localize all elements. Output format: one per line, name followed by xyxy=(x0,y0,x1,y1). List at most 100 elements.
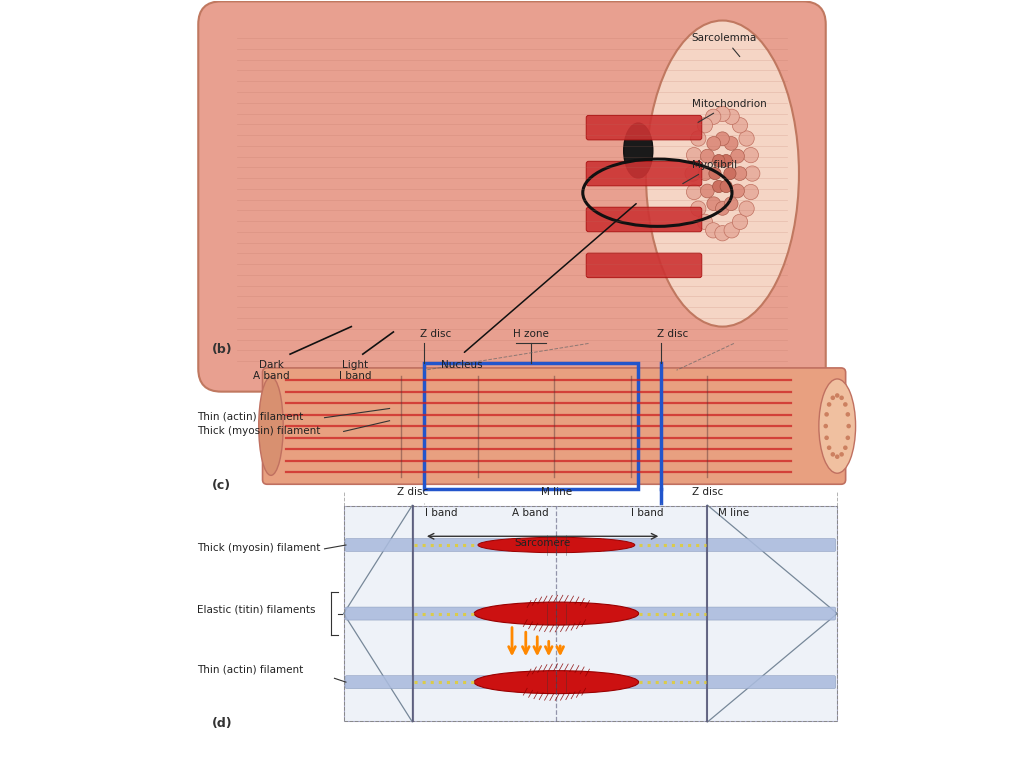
Circle shape xyxy=(733,167,746,180)
Circle shape xyxy=(720,180,732,193)
Circle shape xyxy=(830,396,836,400)
Bar xyxy=(344,506,838,720)
Text: Elastic (titin) filaments: Elastic (titin) filaments xyxy=(197,604,315,614)
Circle shape xyxy=(840,452,844,457)
Bar xyxy=(424,363,638,489)
Text: Thick (myosin) filament: Thick (myosin) filament xyxy=(197,425,321,435)
Text: Z disc: Z disc xyxy=(691,487,723,497)
Circle shape xyxy=(843,445,848,450)
Text: Z disc: Z disc xyxy=(420,329,452,339)
Text: Sarcolemma: Sarcolemma xyxy=(692,33,757,57)
Circle shape xyxy=(707,197,721,210)
Circle shape xyxy=(846,412,850,417)
Ellipse shape xyxy=(819,379,856,473)
Circle shape xyxy=(707,137,721,151)
FancyBboxPatch shape xyxy=(586,161,701,186)
Ellipse shape xyxy=(478,538,635,553)
Circle shape xyxy=(826,445,831,450)
Circle shape xyxy=(739,131,755,146)
Circle shape xyxy=(697,214,713,230)
Circle shape xyxy=(713,180,725,193)
Text: Light
I band: Light I band xyxy=(339,359,372,381)
Circle shape xyxy=(743,147,759,163)
Circle shape xyxy=(846,435,850,440)
Circle shape xyxy=(724,167,736,180)
Circle shape xyxy=(830,452,836,457)
Circle shape xyxy=(840,396,844,400)
FancyBboxPatch shape xyxy=(345,538,413,551)
Circle shape xyxy=(706,109,721,124)
Text: Nucleus: Nucleus xyxy=(441,359,483,369)
Circle shape xyxy=(824,412,828,417)
Ellipse shape xyxy=(474,602,639,625)
Circle shape xyxy=(743,184,759,200)
Text: Dark
A band: Dark A band xyxy=(253,359,289,381)
FancyBboxPatch shape xyxy=(586,115,701,140)
Circle shape xyxy=(716,201,729,215)
Circle shape xyxy=(823,424,828,429)
FancyBboxPatch shape xyxy=(413,676,510,689)
Circle shape xyxy=(690,131,706,146)
Text: A band: A band xyxy=(512,508,549,518)
FancyBboxPatch shape xyxy=(603,607,708,620)
Text: Z disc: Z disc xyxy=(397,487,428,497)
Text: Mitochondrion: Mitochondrion xyxy=(692,99,767,122)
Circle shape xyxy=(724,223,739,238)
FancyBboxPatch shape xyxy=(603,538,708,551)
Text: M line: M line xyxy=(719,508,750,518)
FancyBboxPatch shape xyxy=(603,676,708,689)
Circle shape xyxy=(824,435,828,440)
Circle shape xyxy=(724,109,739,124)
Circle shape xyxy=(720,154,732,167)
Circle shape xyxy=(847,424,851,429)
FancyBboxPatch shape xyxy=(708,607,836,620)
Ellipse shape xyxy=(646,21,799,326)
FancyBboxPatch shape xyxy=(345,676,413,689)
Circle shape xyxy=(843,402,848,407)
Circle shape xyxy=(835,455,840,459)
Circle shape xyxy=(709,167,721,180)
Text: Myofibril: Myofibril xyxy=(683,161,737,184)
Circle shape xyxy=(739,201,755,217)
Circle shape xyxy=(686,184,701,200)
Text: Sarcomere: Sarcomere xyxy=(514,538,570,548)
Circle shape xyxy=(690,201,706,217)
FancyBboxPatch shape xyxy=(345,607,413,620)
Text: Thin (actin) filament: Thin (actin) filament xyxy=(197,665,303,675)
Text: I band: I band xyxy=(631,508,664,518)
FancyBboxPatch shape xyxy=(586,207,701,232)
Text: Thin (actin) filament: Thin (actin) filament xyxy=(197,411,303,421)
FancyBboxPatch shape xyxy=(413,607,510,620)
Circle shape xyxy=(697,118,713,133)
Circle shape xyxy=(724,197,738,210)
Text: (b): (b) xyxy=(212,343,232,356)
Ellipse shape xyxy=(474,670,639,694)
Circle shape xyxy=(835,393,840,398)
Circle shape xyxy=(731,184,744,198)
Circle shape xyxy=(826,402,831,407)
Circle shape xyxy=(700,184,715,198)
Circle shape xyxy=(732,214,748,230)
Circle shape xyxy=(732,118,748,133)
FancyBboxPatch shape xyxy=(262,368,846,485)
Circle shape xyxy=(715,106,730,121)
Text: Z disc: Z disc xyxy=(657,329,688,339)
Text: (d): (d) xyxy=(212,717,232,730)
Circle shape xyxy=(724,137,738,151)
FancyBboxPatch shape xyxy=(199,2,825,392)
Circle shape xyxy=(706,223,721,238)
FancyBboxPatch shape xyxy=(708,676,836,689)
FancyBboxPatch shape xyxy=(413,538,510,551)
Circle shape xyxy=(686,147,701,163)
Bar xyxy=(344,506,838,720)
Circle shape xyxy=(685,166,700,181)
FancyBboxPatch shape xyxy=(708,538,836,551)
Circle shape xyxy=(716,132,729,146)
Circle shape xyxy=(713,154,725,167)
Circle shape xyxy=(731,149,744,163)
Text: (c): (c) xyxy=(212,478,231,492)
Text: I band: I band xyxy=(425,508,457,518)
Circle shape xyxy=(698,167,712,180)
Ellipse shape xyxy=(624,123,653,178)
Text: Thick (myosin) filament: Thick (myosin) filament xyxy=(197,543,321,553)
